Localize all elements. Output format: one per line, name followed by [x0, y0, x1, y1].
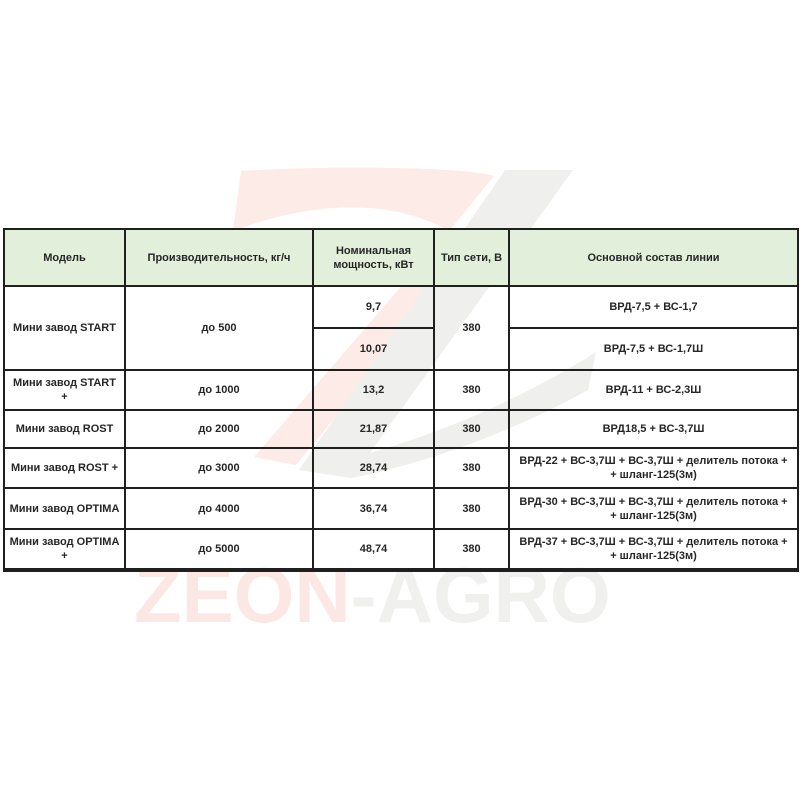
- power-value: 9,7: [312, 285, 435, 329]
- model-name: Мини завод START: [3, 285, 126, 371]
- line-composition-line1: ВРД-30 + ВС-3,7Ш + ВС-3,7Ш + делитель по…: [519, 495, 788, 508]
- capacity-value: до 500: [124, 285, 314, 371]
- network-voltage: 380: [433, 409, 510, 449]
- line-composition: ВРД18,5 + ВС-3,7Ш: [508, 409, 799, 449]
- table-row-optima: Мини завод OPTIMA до 4000 36,74 380 ВРД-…: [3, 487, 799, 530]
- power-value: 48,74: [312, 528, 435, 571]
- line-composition: ВРД-7,5 + ВС-1,7: [508, 285, 799, 329]
- capacity-value: до 2000: [124, 409, 314, 449]
- capacity-value: до 4000: [124, 487, 314, 530]
- line-composition-line2: + шланг-125(3м): [610, 509, 697, 522]
- power-value: 21,87: [312, 409, 435, 449]
- col-header-model: Модель: [3, 228, 126, 287]
- network-voltage: 380: [433, 487, 510, 530]
- table-row-start-a: Мини завод START до 500 9,7 380 ВРД-7,5 …: [3, 285, 799, 371]
- power-value: 36,74: [312, 487, 435, 530]
- line-composition-line2: + шланг-125(3м): [610, 469, 697, 481]
- line-composition: ВРД-30 + ВС-3,7Ш + ВС-3,7Ш + делитель по…: [508, 487, 799, 530]
- power-value: 28,74: [312, 447, 435, 489]
- table-row-rost-plus: Мини завод ROST + до 3000 28,74 380 ВРД-…: [3, 447, 799, 489]
- model-name: Мини завод OPTIMA: [3, 487, 126, 530]
- model-name: Мини завод ROST +: [3, 447, 126, 489]
- network-voltage: 380: [433, 528, 510, 571]
- capacity-value: до 5000: [124, 528, 314, 571]
- network-voltage: 380: [433, 285, 510, 371]
- line-composition: ВРД-22 + ВС-3,7Ш + ВС-3,7Ш + делитель по…: [508, 447, 799, 489]
- table-row-rost: Мини завод ROST до 2000 21,87 380 ВРД18,…: [3, 409, 799, 449]
- model-name: Мини завод ROST: [3, 409, 126, 449]
- col-header-capacity: Производительность, кг/ч: [124, 228, 314, 287]
- line-composition-line1: ВРД-22 + ВС-3,7Ш + ВС-3,7Ш + делитель по…: [519, 455, 788, 467]
- capacity-value: до 3000: [124, 447, 314, 489]
- header-row: Модель Производительность, кг/ч Номиналь…: [3, 228, 799, 287]
- table-row-start-plus: Мини завод START + до 1000 13,2 380 ВРД-…: [3, 369, 799, 411]
- col-header-network: Тип сети, В: [433, 228, 510, 287]
- line-composition-line2: + шланг-125(3м): [610, 550, 697, 562]
- z-top-bar-shape: [233, 167, 494, 231]
- network-voltage: 380: [433, 447, 510, 489]
- line-composition-line1: ВРД-37 + ВС-3,7Ш + ВС-3,7Ш + делитель по…: [519, 536, 788, 548]
- capacity-value: до 1000: [124, 369, 314, 411]
- table-row-optima-plus: Мини завод OPTIMA + до 5000 48,74 380 ВР…: [3, 528, 799, 571]
- model-name: Мини завод START +: [3, 369, 126, 411]
- spec-table: Модель Производительность, кг/ч Номиналь…: [3, 228, 799, 572]
- power-value: 13,2: [312, 369, 435, 411]
- line-composition: ВРД-11 + ВС-2,3Ш: [508, 369, 799, 411]
- power-value: 10,07: [312, 327, 435, 371]
- line-composition: ВРД-7,5 + ВС-1,7Ш: [508, 327, 799, 371]
- col-header-power: Номинальная мощность, кВт: [312, 228, 435, 287]
- network-voltage: 380: [433, 369, 510, 411]
- col-header-line: Основной состав линии: [508, 228, 799, 287]
- line-composition: ВРД-37 + ВС-3,7Ш + ВС-3,7Ш + делитель по…: [508, 528, 799, 571]
- model-name: Мини завод OPTIMA +: [3, 528, 126, 571]
